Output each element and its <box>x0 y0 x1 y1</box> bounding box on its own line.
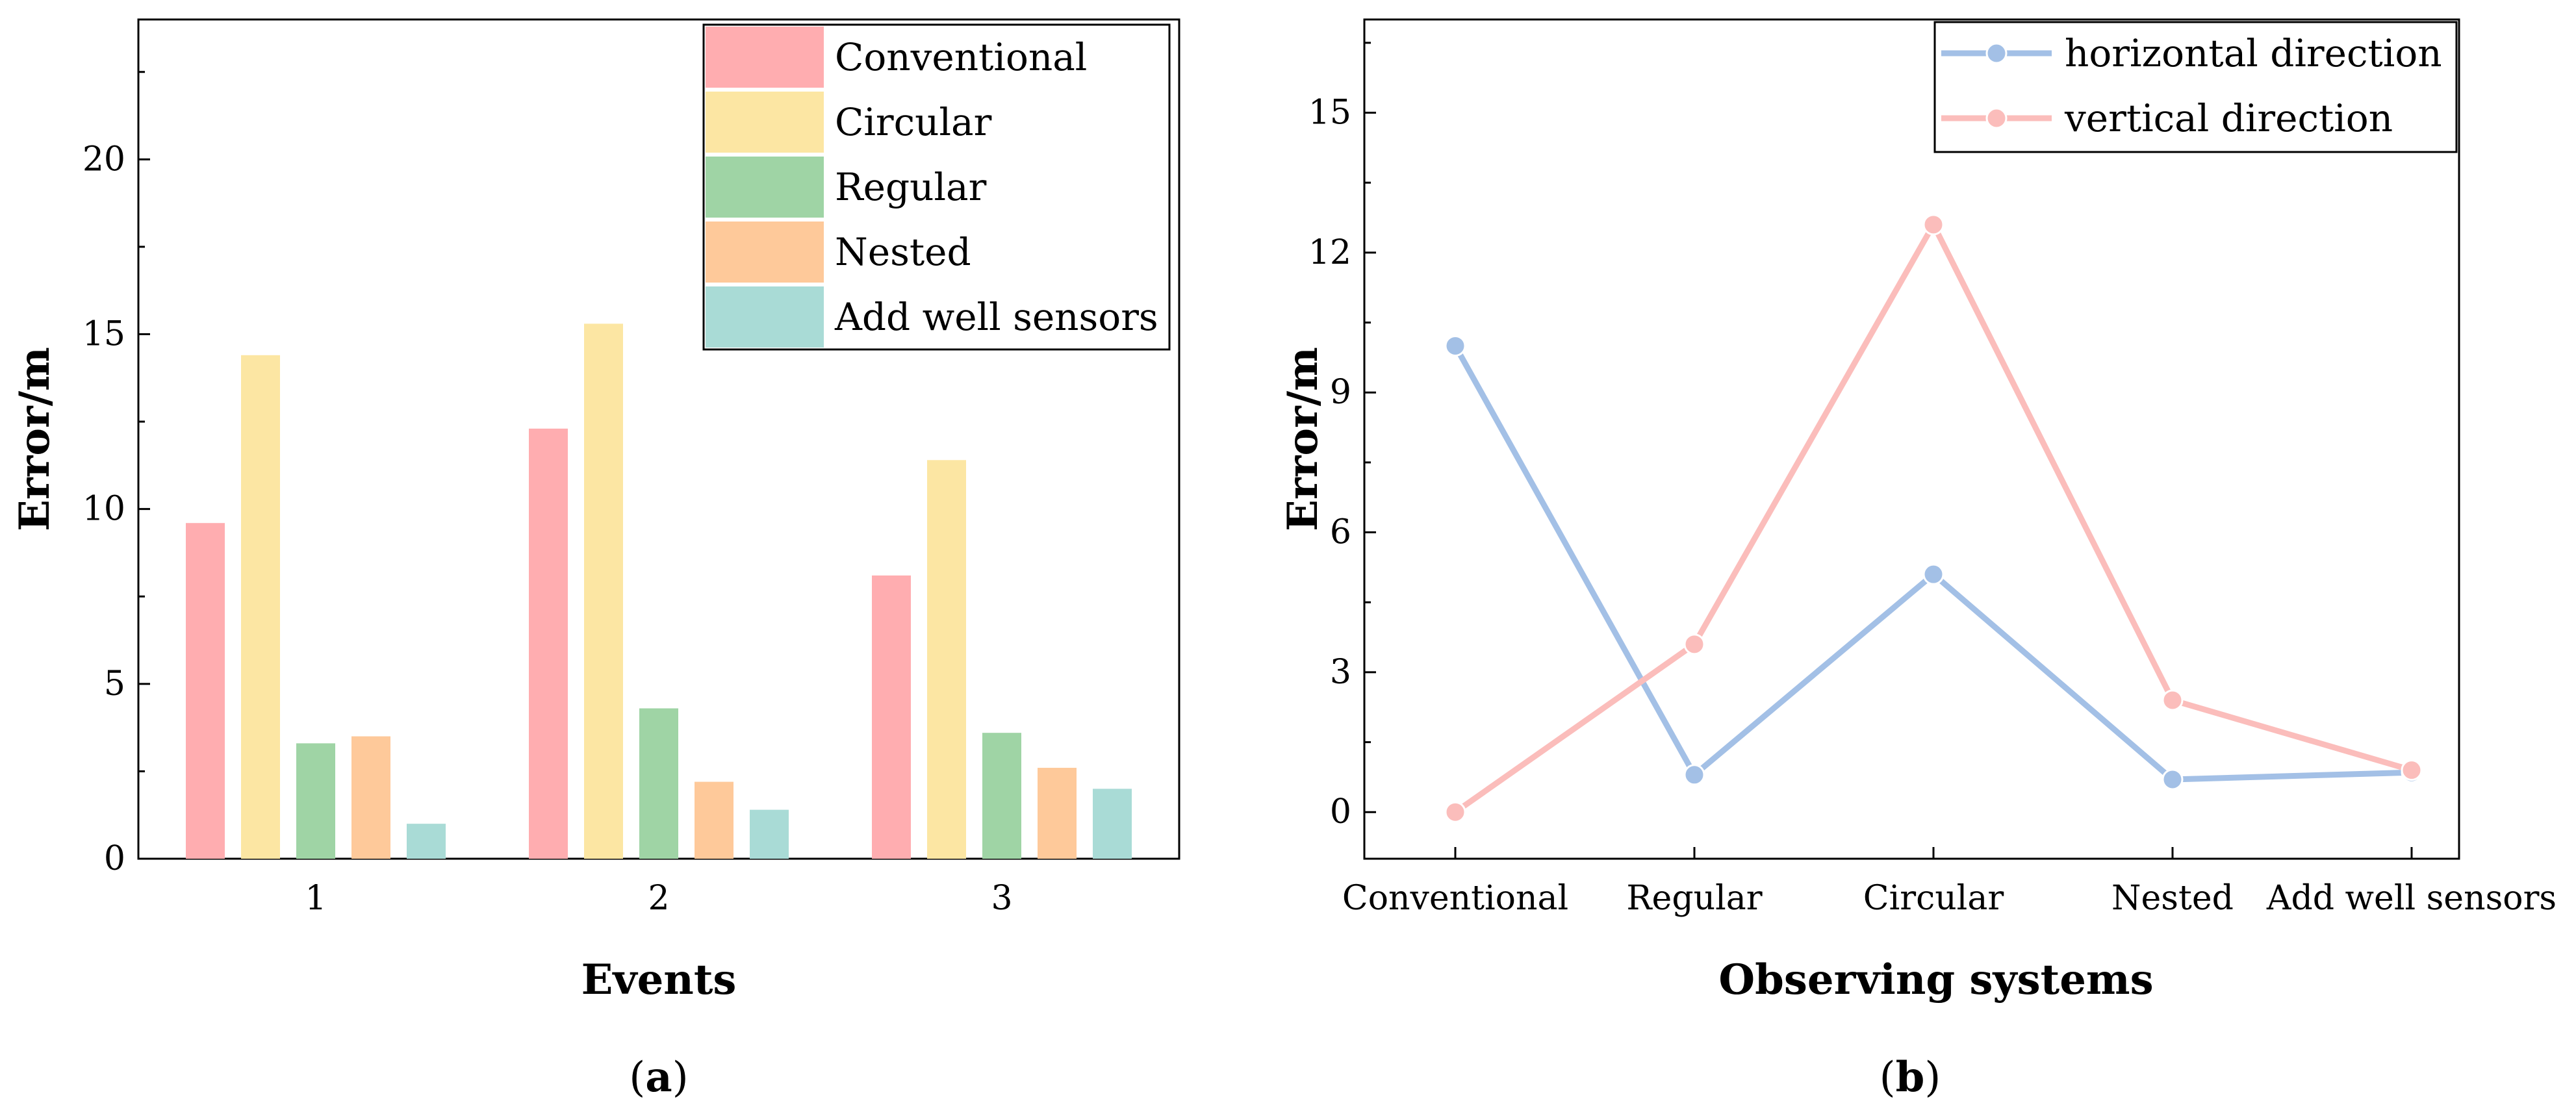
panel-label-b-letter: b <box>1896 1053 1925 1102</box>
legend-swatch-a <box>706 157 824 218</box>
panel-label-b-open: ( <box>1880 1054 1896 1102</box>
panel-label-a-close: ) <box>672 1054 689 1102</box>
line-vertical-direction <box>1453 222 2413 815</box>
bar-regular-event-3 <box>982 733 1021 859</box>
panel-label-b: (b) <box>1880 1053 1941 1102</box>
point-vertical-direction-0 <box>1444 801 1466 823</box>
panel-label-a: (a) <box>629 1053 688 1102</box>
y-tick-label-a: 15 <box>83 315 125 354</box>
x-axis-title-a: Events <box>581 956 737 1004</box>
y-tick-label-b: 15 <box>1308 94 1351 133</box>
bars-a <box>186 323 1132 859</box>
legend-swatch-a <box>706 27 824 88</box>
y-tick-label-b: 12 <box>1308 233 1351 272</box>
y-tick-label-a: 10 <box>83 490 125 529</box>
legend-swatch-a <box>706 92 824 153</box>
plot-area-b <box>1363 18 2460 860</box>
x-tick-label-b: Conventional <box>1342 879 1568 918</box>
x-axis-title-b: Observing systems <box>1718 956 2153 1004</box>
bar-circular-event-1 <box>241 355 280 859</box>
bar-conventional-event-2 <box>529 428 568 859</box>
bar-conventional-event-1 <box>186 523 225 859</box>
panel-label-b-close: ) <box>1924 1054 1941 1102</box>
legend-swatch-a <box>706 222 824 283</box>
y-axis-title-b: Error/m <box>1279 347 1327 531</box>
bar-add-well-sensors-event-1 <box>407 824 446 859</box>
x-axis-b: Conventional Regular Circular Nested Add wel… <box>1342 847 2557 918</box>
point-horizontal-direction-0 <box>1444 335 1466 357</box>
x-tick-label-a: 3 <box>991 879 1012 918</box>
legend-label-b: horizontal direction <box>2065 31 2442 75</box>
y-tick-label-a: 5 <box>104 665 125 703</box>
bar-chart-panel-a: 0 5 10 15 20 1 2 3 Conventional Circular Regular… <box>10 18 1180 1102</box>
x-tick-label-b: Regular <box>1626 879 1762 918</box>
bar-circular-event-3 <box>927 460 966 859</box>
bar-nested-event-1 <box>351 736 390 859</box>
point-vertical-direction-4 <box>2401 759 2423 781</box>
legend-marker-b <box>1985 42 2008 64</box>
legend-label-b: vertical direction <box>2064 96 2393 140</box>
point-vertical-direction-1 <box>1683 633 1705 655</box>
legend-label-a: Circular <box>835 100 992 144</box>
lines-b <box>1444 214 2423 823</box>
x-tick-label-a: 2 <box>648 879 669 918</box>
bar-nested-event-2 <box>695 781 733 859</box>
point-horizontal-direction-3 <box>2162 768 2184 791</box>
legend-box-b <box>1933 21 2458 153</box>
legend-label-a: Add well sensors <box>834 295 1158 339</box>
x-tick-label-b: Add well sensors <box>2266 879 2557 918</box>
y-tick-label-b: 0 <box>1330 792 1351 831</box>
bar-regular-event-1 <box>296 743 335 859</box>
legend-swatch-a <box>706 286 824 348</box>
bar-add-well-sensors-event-3 <box>1093 789 1132 859</box>
point-horizontal-direction-1 <box>1683 764 1705 786</box>
panel-label-a-letter: a <box>645 1053 672 1102</box>
y-axis-b: 0 3 6 9 12 15 <box>1308 42 1376 831</box>
y-axis-title-a: Error/m <box>10 347 59 531</box>
bar-regular-event-2 <box>639 708 678 859</box>
x-tick-label-b: Nested <box>2111 879 2234 918</box>
panel-label-a-open: ( <box>629 1054 645 1102</box>
point-vertical-direction-2 <box>1922 214 1945 236</box>
y-tick-label-b: 3 <box>1330 653 1351 692</box>
y-axis-a: 0 5 10 15 20 <box>83 71 150 878</box>
line-chart-panel-b: 0 3 6 9 12 15 Conventional Regular Circular Nest… <box>1279 18 2557 1102</box>
point-horizontal-direction-2 <box>1922 563 1945 585</box>
bar-circular-event-2 <box>584 323 623 859</box>
bar-add-well-sensors-event-2 <box>750 809 789 859</box>
legend-label-a: Regular <box>835 165 987 209</box>
y-tick-label-a: 20 <box>83 140 125 179</box>
bar-nested-event-3 <box>1038 768 1077 859</box>
legend-label-a: Conventional <box>835 35 1087 79</box>
point-vertical-direction-3 <box>2162 689 2184 711</box>
legend-a: Conventional Circular Regular Nested Add wel… <box>702 23 1171 351</box>
legend-marker-b <box>1985 107 2008 129</box>
y-tick-label-b: 9 <box>1330 373 1351 412</box>
y-tick-label-a: 0 <box>104 839 125 878</box>
x-axis-a: 1 2 3 <box>305 847 1013 918</box>
y-tick-label-b: 6 <box>1330 513 1351 552</box>
x-tick-label-b: Circular <box>1863 879 2004 918</box>
legend-label-a: Nested <box>835 230 971 274</box>
x-tick-label-a: 1 <box>305 879 326 918</box>
legend-b: horizontal direction vertical direction <box>1933 21 2458 153</box>
bar-conventional-event-3 <box>872 575 911 859</box>
